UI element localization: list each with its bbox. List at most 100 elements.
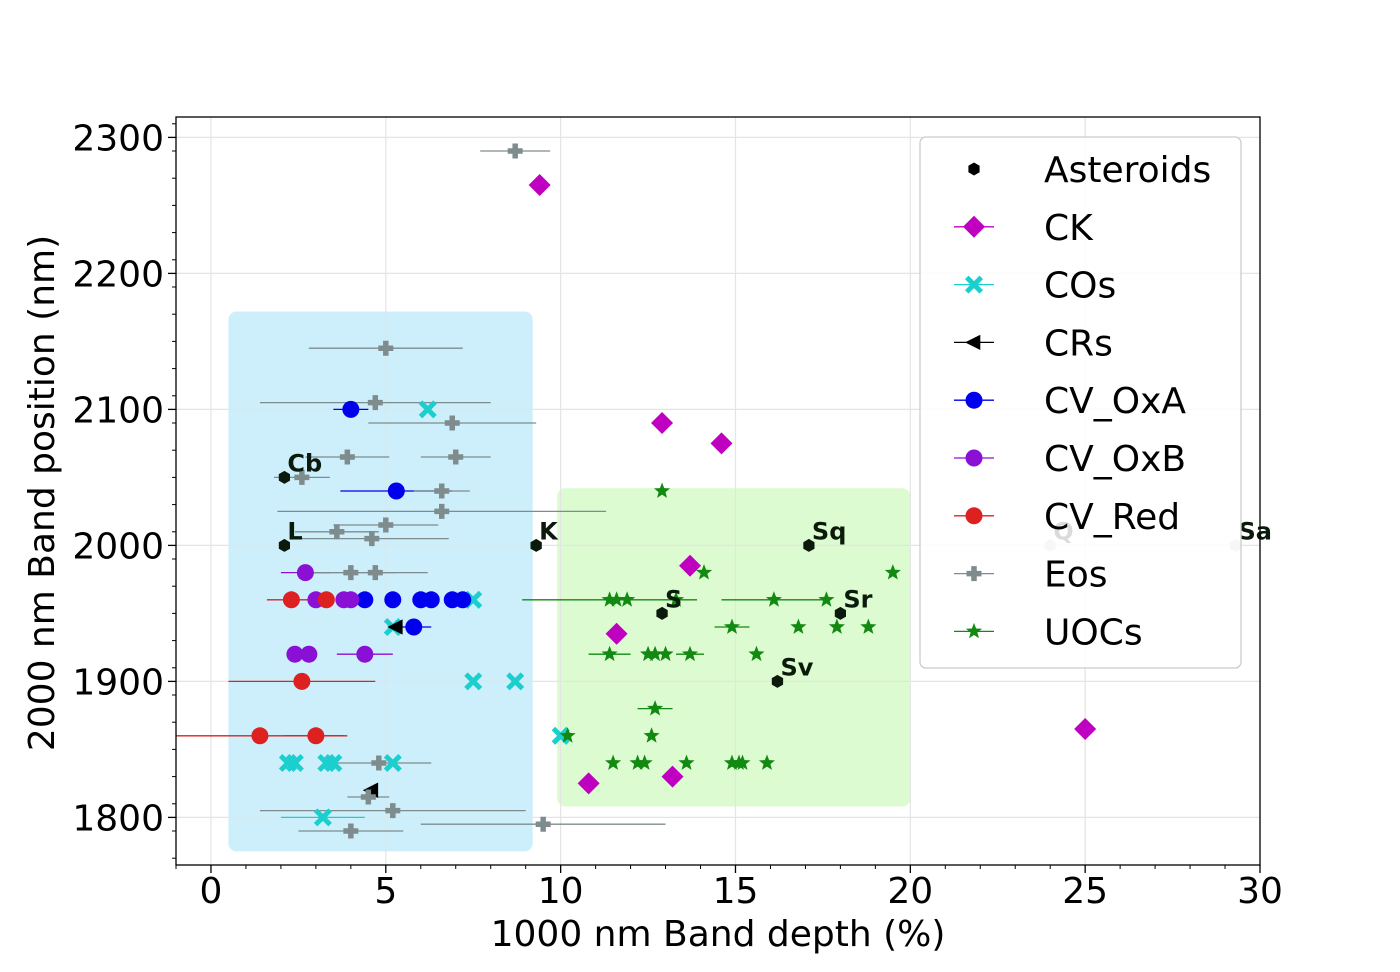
uocs-point bbox=[636, 754, 653, 770]
uocs-point bbox=[734, 754, 751, 770]
legend-marker-cv-oxb bbox=[965, 449, 983, 467]
uocs-point bbox=[559, 727, 576, 743]
x-tick-label: 20 bbox=[887, 871, 933, 912]
uocs-point bbox=[748, 645, 765, 662]
asteroids-point bbox=[278, 470, 290, 484]
uocs-point bbox=[828, 618, 845, 634]
asteroids-point bbox=[278, 538, 290, 552]
legend-label-cv-red: CV_Red bbox=[1044, 497, 1180, 538]
cv-red-point bbox=[317, 591, 335, 609]
uocs-point bbox=[681, 645, 699, 662]
uocs-point bbox=[723, 754, 741, 770]
cv-red-point bbox=[307, 727, 325, 745]
ck-point bbox=[577, 772, 600, 795]
x-tick-label: 15 bbox=[713, 871, 759, 912]
asteroid-label-cb: Cb bbox=[287, 449, 322, 477]
legend-marker-ck bbox=[963, 215, 985, 238]
uocs-point bbox=[695, 564, 713, 580]
x-tick-label: 0 bbox=[200, 871, 223, 912]
uocs-point bbox=[790, 618, 807, 634]
cv-oxa-point bbox=[384, 591, 402, 609]
y-tick-label: 2000 bbox=[72, 526, 164, 567]
eos-point bbox=[343, 823, 359, 839]
legend-label-ck: CK bbox=[1044, 208, 1094, 249]
asteroids-point bbox=[834, 606, 846, 620]
legend-label-crs: CRs bbox=[1044, 323, 1113, 364]
eos-point bbox=[507, 143, 523, 159]
cv-red-point bbox=[282, 591, 300, 609]
y-tick-label: 2300 bbox=[72, 118, 164, 159]
cv-oxa-point bbox=[405, 618, 423, 636]
ck-point bbox=[605, 622, 628, 645]
uocs-point bbox=[619, 591, 636, 607]
shaded-regions bbox=[228, 311, 911, 852]
uocs-point bbox=[640, 645, 657, 662]
eos-point bbox=[329, 524, 345, 540]
eos-point bbox=[434, 503, 450, 519]
legend-marker-cos bbox=[964, 275, 984, 294]
data-markers bbox=[251, 143, 1242, 839]
eos-point bbox=[294, 469, 310, 485]
eos-point bbox=[448, 449, 464, 465]
eos-point bbox=[371, 755, 387, 771]
legend-marker-crs bbox=[965, 334, 981, 351]
cv-red-point bbox=[251, 727, 269, 745]
crs-point bbox=[387, 619, 403, 635]
ck-point bbox=[651, 412, 674, 434]
ck-point bbox=[710, 432, 733, 455]
cv-oxa-point bbox=[356, 591, 374, 609]
uocs-point bbox=[818, 591, 835, 607]
ck-point bbox=[661, 765, 684, 788]
axes: 0 5 10 15 20 25 30 1800 1900 2000 2100 2200 2300 bbox=[72, 116, 1283, 912]
eos-point bbox=[378, 340, 394, 356]
asteroid-label-sr: Sr bbox=[843, 585, 872, 613]
cos-point bbox=[285, 753, 304, 773]
cos-point bbox=[313, 808, 332, 827]
ck-point bbox=[528, 174, 551, 196]
uocs-point bbox=[765, 591, 782, 607]
asteroids-point bbox=[771, 674, 784, 688]
uocs-point bbox=[860, 618, 877, 634]
uocs-point bbox=[601, 591, 618, 607]
ck-point bbox=[1074, 718, 1097, 740]
ck-point bbox=[679, 554, 702, 577]
asteroids-point bbox=[656, 606, 668, 620]
asteroids-point bbox=[530, 538, 542, 552]
y-tick-label: 2100 bbox=[72, 390, 164, 431]
uocs-point bbox=[601, 645, 618, 662]
cv-oxa-point bbox=[342, 400, 360, 418]
asteroid-label-s: S bbox=[665, 585, 682, 613]
cv-oxb-point bbox=[356, 645, 374, 663]
uocs-point bbox=[668, 591, 685, 607]
cv-oxb-point bbox=[342, 591, 360, 609]
x-tick-label: 5 bbox=[374, 871, 397, 912]
eos-point bbox=[364, 531, 380, 547]
uocs-point bbox=[678, 754, 695, 770]
cos-point bbox=[506, 672, 525, 691]
y-tick-label: 1900 bbox=[72, 662, 164, 703]
x-tick-label: 10 bbox=[538, 871, 584, 912]
cv-oxa-point bbox=[454, 591, 472, 609]
uocs-point bbox=[629, 754, 646, 770]
cos-point bbox=[464, 672, 483, 691]
eos-point bbox=[434, 483, 450, 499]
eos-point bbox=[535, 816, 551, 832]
legend-label-asteroids: Asteroids bbox=[1044, 150, 1211, 191]
asteroid-label-l: L bbox=[287, 517, 302, 545]
legend-marker-cv-red bbox=[965, 507, 983, 525]
cv-oxb-point bbox=[296, 564, 314, 582]
legend-marker-cv-oxa bbox=[965, 391, 983, 409]
y-axis-label: 2000 nm Band position (nm) bbox=[22, 235, 63, 751]
legend-label-uocs: UOCs bbox=[1044, 612, 1143, 653]
green-region bbox=[557, 488, 911, 807]
x-tick-label: 25 bbox=[1062, 871, 1108, 912]
asteroid-label-sa: Sa bbox=[1239, 517, 1272, 545]
asteroid-label-sv: Sv bbox=[780, 653, 813, 681]
cv-oxa-point bbox=[387, 482, 405, 500]
plot-frame bbox=[175, 116, 1261, 866]
eos-point bbox=[343, 565, 359, 581]
asteroid-label-sq: Sq bbox=[812, 517, 846, 545]
legend-label-cv-oxa: CV_OxA bbox=[1044, 381, 1186, 422]
uocs-point bbox=[608, 591, 625, 607]
legend: Asteroids CK COs CRs CV_OxA CV_OxB CV_Red Eos UO… bbox=[919, 136, 1242, 669]
